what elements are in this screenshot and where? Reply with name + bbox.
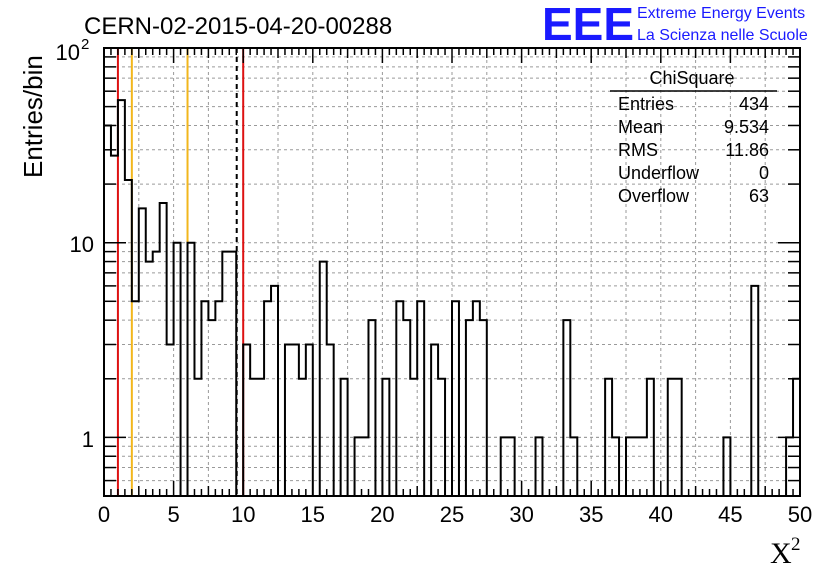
x-tick-label: 15 (301, 502, 325, 527)
y-axis-label: Entries/bin (18, 55, 48, 178)
stats-label-mean: Mean (618, 117, 663, 137)
plot-frame (103, 47, 801, 497)
stats-value-entries: 434 (739, 94, 769, 114)
eee-logo-mark: EEE (542, 0, 634, 50)
stats-title: ChiSquare (649, 68, 734, 88)
histogram-outline (103, 99, 801, 497)
y-tick-label-100-exponent: 2 (81, 36, 89, 53)
x-tick-labels: 0 5 10 15 20 25 30 35 40 45 50 (98, 502, 812, 527)
x-tick-label: 0 (98, 502, 110, 527)
histogram-bars (103, 99, 801, 497)
x-tick-label: 5 (167, 502, 179, 527)
x-tick-label: 40 (649, 502, 673, 527)
stats-label-overflow: Overflow (618, 186, 690, 206)
x-axis-label-superscript: 2 (791, 534, 801, 555)
y-tick-label-10: 10 (70, 232, 94, 257)
stats-label-entries: Entries (618, 94, 674, 114)
y-tick-labels: 1 10 10 2 (56, 36, 94, 452)
y-tick-label-1: 1 (82, 427, 94, 452)
y-tick-label-100-base: 10 (56, 40, 80, 65)
chart-title: CERN-02-2015-04-20-00288 (84, 13, 392, 40)
x-axis-label-base: X (770, 537, 792, 570)
stats-label-rms: RMS (618, 140, 658, 160)
eee-logo-line2: La Scienza nelle Scuole (637, 27, 808, 44)
eee-logo-line1: Extreme Energy Events (637, 5, 805, 22)
stats-value-overflow: 63 (749, 186, 769, 206)
stats-value-mean: 9.534 (724, 117, 769, 137)
x-tick-label: 20 (370, 502, 394, 527)
stats-box: ChiSquare Entries 434 Mean 9.534 RMS 11.… (610, 68, 777, 206)
x-tick-label: 10 (231, 502, 255, 527)
x-tick-label: 45 (718, 502, 742, 527)
x-tick-label: 30 (509, 502, 533, 527)
stats-value-underflow: 0 (759, 163, 769, 183)
x-tick-label: 50 (788, 502, 812, 527)
stats-label-underflow: Underflow (618, 163, 700, 183)
x-axis-label: X 2 (770, 534, 801, 570)
x-tick-label: 25 (440, 502, 464, 527)
x-tick-label: 35 (579, 502, 603, 527)
stats-value-rms: 11.86 (725, 140, 769, 160)
eee-logo: EEE Extreme Energy Events La Scienza nel… (542, 0, 808, 50)
